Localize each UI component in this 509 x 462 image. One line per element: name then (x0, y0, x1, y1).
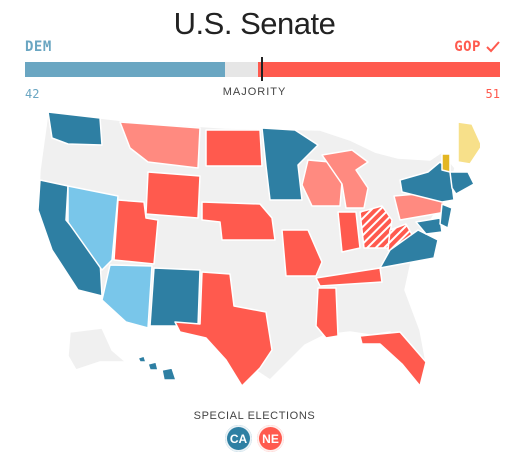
state-mississippi (315, 287, 339, 339)
state-virginia (379, 229, 439, 269)
us-senate-map (37, 111, 480, 387)
special-elections-badges: CA NE (0, 425, 509, 452)
check-icon (486, 41, 500, 53)
state-tennessee (315, 267, 383, 287)
gop-seat-fill (257, 62, 500, 77)
state-alaska (67, 327, 127, 371)
state-minnesota (261, 127, 319, 201)
state-new-mexico (149, 267, 201, 327)
state-utah (113, 199, 159, 265)
gop-seat-count: 51 (485, 87, 500, 101)
state-nebraska (201, 201, 276, 241)
state-washington (47, 111, 103, 146)
state-maryland (415, 217, 443, 235)
state-texas (174, 271, 273, 387)
state-florida (359, 331, 427, 387)
state-new-jersey (439, 203, 453, 229)
state-ohio (359, 205, 393, 249)
dem-seat-count: 42 (25, 87, 40, 101)
state-hawaii (137, 355, 177, 381)
dem-label: DEM (25, 39, 52, 55)
gop-label-group: GOP (454, 39, 500, 55)
state-montana (119, 121, 201, 169)
state-michigan (321, 149, 369, 209)
special-elections-title: SPECIAL ELECTIONS (193, 410, 316, 422)
state-arizona (101, 264, 153, 329)
majority-label: MAJORITY (222, 86, 287, 98)
majority-line (261, 57, 263, 81)
seat-bar (25, 57, 500, 81)
gop-label: GOP (454, 39, 481, 55)
state-north-dakota (205, 129, 263, 167)
state-indiana (337, 211, 361, 253)
state-nevada (67, 185, 119, 271)
dem-seat-fill (25, 62, 225, 77)
state-missouri (281, 229, 323, 277)
state-wyoming (145, 171, 201, 219)
state-maine (457, 121, 480, 165)
state-vermont (441, 153, 451, 173)
special-election-badge-ca: CA (225, 425, 252, 452)
special-election-badge-ne: NE (257, 425, 284, 452)
page-title: U.S. Senate (173, 6, 336, 41)
state-new-england (449, 171, 475, 195)
